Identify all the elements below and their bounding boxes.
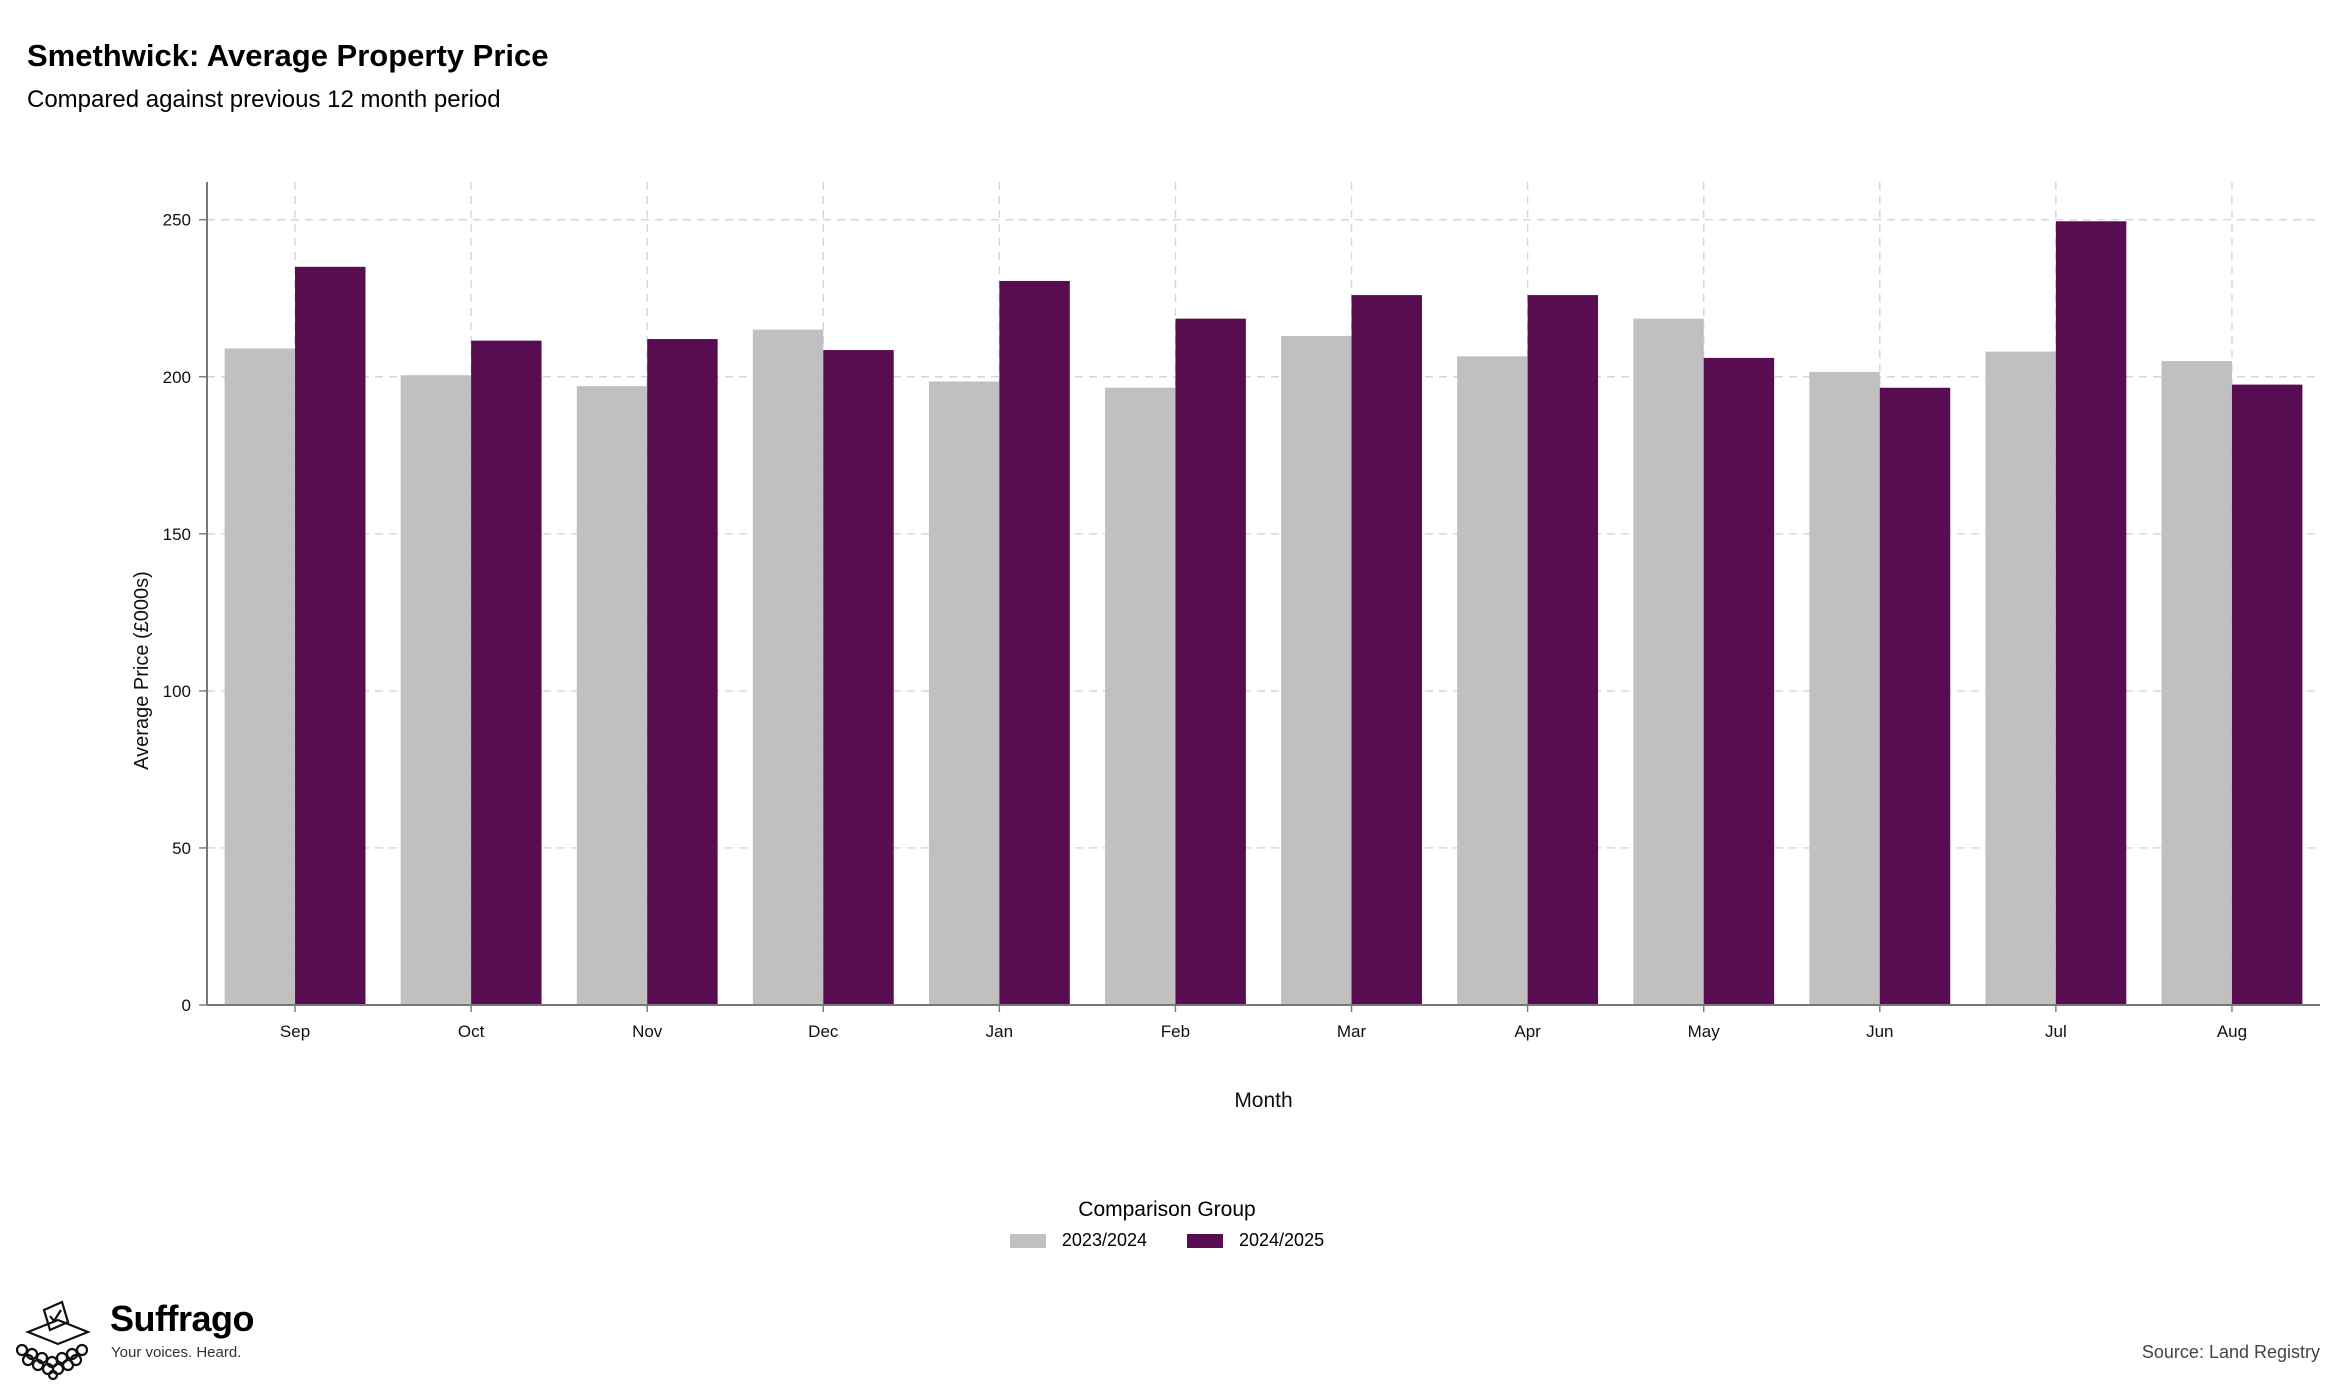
x-tick-label: Apr (1514, 1022, 1541, 1041)
bar-2024-2025-apr (1527, 295, 1599, 1005)
y-axis-title: Average Price (£000s) (131, 571, 153, 770)
bar-2024-2025-jul (2055, 221, 2127, 1006)
bar-2024-2025-dec (823, 350, 894, 1006)
bar-2024-2025-oct (471, 340, 542, 1005)
bar-2023-2024-nov (576, 386, 648, 1005)
bar-2024-2025-jan (999, 280, 1070, 1005)
x-tick-label: Oct (458, 1022, 485, 1041)
bar-2024-2025-sep (295, 266, 366, 1005)
legend-title: Comparison Group (1078, 1198, 1256, 1221)
legend-swatch-2023-2024 (1009, 1233, 1046, 1248)
x-axis-title: Month (1234, 1089, 1292, 1112)
chart-subtitle: Compared against previous 12 month perio… (27, 86, 501, 113)
x-tick-label: Nov (632, 1022, 663, 1041)
x-tick-label: Aug (2217, 1022, 2247, 1041)
bar-2023-2024-jan (928, 381, 1000, 1006)
bar-2024-2025-nov (647, 339, 718, 1006)
x-tick-label: Mar (1337, 1022, 1367, 1041)
bar-2024-2025-aug (2231, 384, 2303, 1005)
bar-2024-2025-feb (1175, 318, 1246, 1005)
legend: 2023/2024 2024/2025 (0, 1230, 2334, 1251)
bar-2023-2024-feb (1105, 387, 1176, 1005)
bar-2023-2024-dec (752, 329, 824, 1005)
x-tick-label: Jun (1866, 1022, 1893, 1041)
x-tick-label: Dec (808, 1022, 839, 1041)
legend-item-2024-2025: 2024/2025 (1187, 1230, 1324, 1251)
bar-2023-2024-apr (1457, 356, 1528, 1006)
suffrago-logo-icon (15, 1300, 91, 1380)
brand-name: Suffrago (110, 1298, 255, 1339)
bar-2023-2024-aug (2161, 361, 2232, 1005)
x-tick-label: Jul (2045, 1022, 2067, 1041)
legend-label-2024-2025: 2024/2025 (1239, 1230, 1325, 1250)
bar-2023-2024-may (1633, 318, 1704, 1005)
y-tick-label: 200 (163, 368, 191, 387)
bar-2023-2024-mar (1281, 335, 1352, 1005)
y-tick-label: 0 (182, 996, 191, 1015)
chart-title: Smethwick: Average Property Price (27, 38, 549, 73)
y-tick-label: 50 (172, 839, 191, 858)
x-tick-label: Jan (986, 1022, 1013, 1041)
y-tick-label: 250 (163, 211, 191, 230)
y-tick-label: 150 (163, 525, 191, 544)
bar-2024-2025-may (1703, 357, 1775, 1005)
legend-item-2023-2024: 2023/2024 (1009, 1230, 1147, 1251)
x-tick-label: Feb (1161, 1022, 1190, 1041)
bar-2023-2024-oct (400, 375, 472, 1005)
bar-2023-2024-sep (224, 348, 296, 1005)
bar-2023-2024-jun (1809, 372, 1880, 1005)
x-tick-label: May (1688, 1022, 1721, 1041)
legend-swatch-2024-2025 (1187, 1233, 1223, 1248)
legend-label-2023-2024: 2023/2024 (1061, 1230, 1147, 1250)
x-tick-label: Sep (280, 1022, 310, 1041)
bar-2023-2024-jul (1985, 351, 2056, 1005)
bar-2024-2025-jun (1879, 387, 1951, 1005)
source-note: Source: Land Registry (2141, 1342, 2320, 1362)
y-tick-label: 100 (163, 682, 191, 701)
bar-2024-2025-mar (1351, 295, 1422, 1005)
brand-tagline: Your voices. Heard. (111, 1344, 242, 1361)
